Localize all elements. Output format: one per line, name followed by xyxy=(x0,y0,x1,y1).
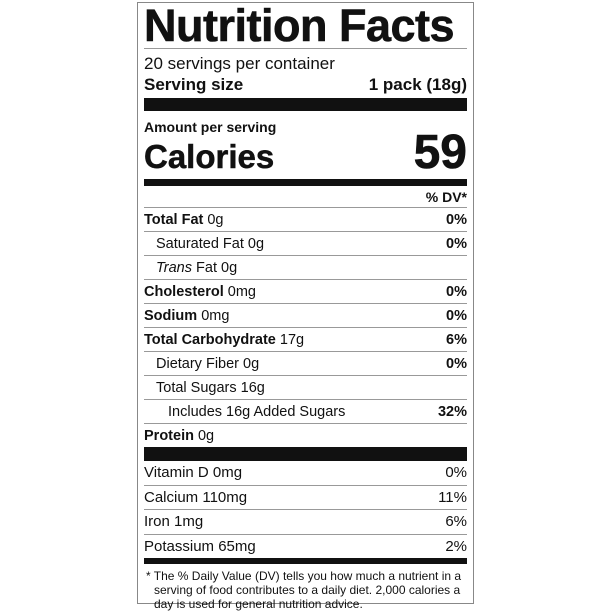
nutrient-amount: 0mg xyxy=(223,283,257,300)
nutrient-row: Cholesterol 0mg 0% xyxy=(144,279,467,303)
nutrient-label: Protein xyxy=(144,427,194,444)
nutrition-facts-label: Nutrition Facts 20 servings per containe… xyxy=(137,0,474,611)
nutrient-amount: 0g xyxy=(203,211,224,228)
nutrient-dv: 0% xyxy=(446,235,467,252)
nutrient-name: Saturated Fat 0g xyxy=(156,236,264,252)
nutrient-label: Includes 16g Added Sugars xyxy=(168,403,346,420)
nutrient-dv: 0% xyxy=(446,211,467,228)
nutrient-amount: 0g xyxy=(193,427,215,444)
label-title: Nutrition Facts xyxy=(144,0,455,51)
nutrient-row: Protein 0g xyxy=(144,423,467,447)
serving-size-row: Serving size 1 pack (18g) xyxy=(144,74,467,96)
nutrient-dv: 0% xyxy=(446,307,467,324)
vitamin-name: Vitamin D 0mg xyxy=(144,464,243,482)
vitamin-row: Calcium 110mg 11% xyxy=(144,484,467,510)
vitamin-dv: 11% xyxy=(438,488,467,506)
nutrient-name: Protein 0g xyxy=(144,428,214,444)
nutrient-label: Trans xyxy=(156,259,192,276)
nutrient-amount: Fat 0g xyxy=(192,259,238,276)
vitamin-dv: 0% xyxy=(445,464,467,482)
nutrient-amount: 17g xyxy=(275,331,305,348)
calories-label: Calories xyxy=(144,138,275,175)
nutrient-name: Cholesterol 0mg xyxy=(144,284,256,300)
nutrient-dv: 0% xyxy=(446,355,467,372)
nutrient-row: Total Sugars 16g xyxy=(144,375,467,399)
nutrient-name: Total Sugars 16g xyxy=(156,380,265,396)
nutrient-name: Dietary Fiber 0g xyxy=(156,356,259,372)
nutrient-row: Sodium 0mg 0% xyxy=(144,303,467,327)
nutrient-row: Total Carbohydrate 17g 6% xyxy=(144,327,467,351)
dv-header: % DV* xyxy=(144,186,467,207)
vitamin-row: Iron 1mg 6% xyxy=(144,509,467,534)
nutrient-dv: 32% xyxy=(437,403,467,420)
serving-size-value: 1 pack (18g) xyxy=(368,75,467,94)
thick-divider xyxy=(144,447,467,461)
nutrient-name: Trans Fat 0g xyxy=(156,260,237,276)
vitamin-row: Vitamin D 0mg 0% xyxy=(144,461,467,485)
nutrient-label: Total Fat xyxy=(144,211,204,228)
nutrient-label: Dietary Fiber 0g xyxy=(156,355,260,372)
nutrient-row: Total Fat 0g 0% xyxy=(144,207,467,231)
nutrient-label: Cholesterol xyxy=(144,283,224,300)
vitamin-name: Potassium 65mg xyxy=(144,537,256,555)
vitamin-name: Calcium 110mg xyxy=(144,488,248,506)
footnote: * The % Daily Value (DV) tells you how m… xyxy=(146,569,462,611)
serving-size-label: Serving size xyxy=(144,75,244,94)
nutrient-row: Saturated Fat 0g 0% xyxy=(144,231,467,255)
medium-divider xyxy=(144,558,467,564)
nutrient-amount: 0mg xyxy=(197,307,230,324)
vitamin-list: Vitamin D 0mg 0% Calcium 110mg 11% Iron 1mg 6… xyxy=(144,461,467,558)
vitamin-name: Iron 1mg xyxy=(144,513,204,531)
nutrient-list: Total Fat 0g 0% Saturated Fat 0g 0% Trans Fa… xyxy=(144,207,467,447)
dv-header-text: % DV* xyxy=(425,188,467,205)
calories-row: Calories 59 xyxy=(144,128,468,177)
nutrient-row: Dietary Fiber 0g 0% xyxy=(144,351,467,375)
nutrient-name: Total Carbohydrate 17g xyxy=(144,332,304,348)
nutrient-name: Total Fat 0g xyxy=(144,212,224,228)
nutrient-row: Trans Fat 0g xyxy=(144,255,467,279)
nutrient-label: Total Carbohydrate xyxy=(144,331,276,348)
nutrient-name: Includes 16g Added Sugars xyxy=(168,404,345,420)
nutrient-dv: 0% xyxy=(446,283,467,300)
nutrient-label: Saturated Fat 0g xyxy=(156,235,265,252)
calories-value: 59 xyxy=(413,126,467,179)
nutrient-dv: 6% xyxy=(446,331,467,348)
vitamin-dv: 6% xyxy=(445,513,467,531)
thick-divider xyxy=(144,98,467,111)
nutrient-row: Includes 16g Added Sugars 32% xyxy=(144,399,467,423)
divider xyxy=(144,48,467,49)
vitamin-row: Potassium 65mg 2% xyxy=(144,533,467,559)
amount-per-serving: Amount per serving xyxy=(144,119,277,135)
nutrient-name: Sodium 0mg xyxy=(144,308,229,324)
vitamin-dv: 2% xyxy=(445,537,467,555)
nutrient-label: Total Sugars 16g xyxy=(156,379,265,396)
servings-per-container: 20 servings per container xyxy=(144,54,335,73)
nutrient-label: Sodium xyxy=(144,307,198,324)
medium-divider xyxy=(144,179,467,186)
